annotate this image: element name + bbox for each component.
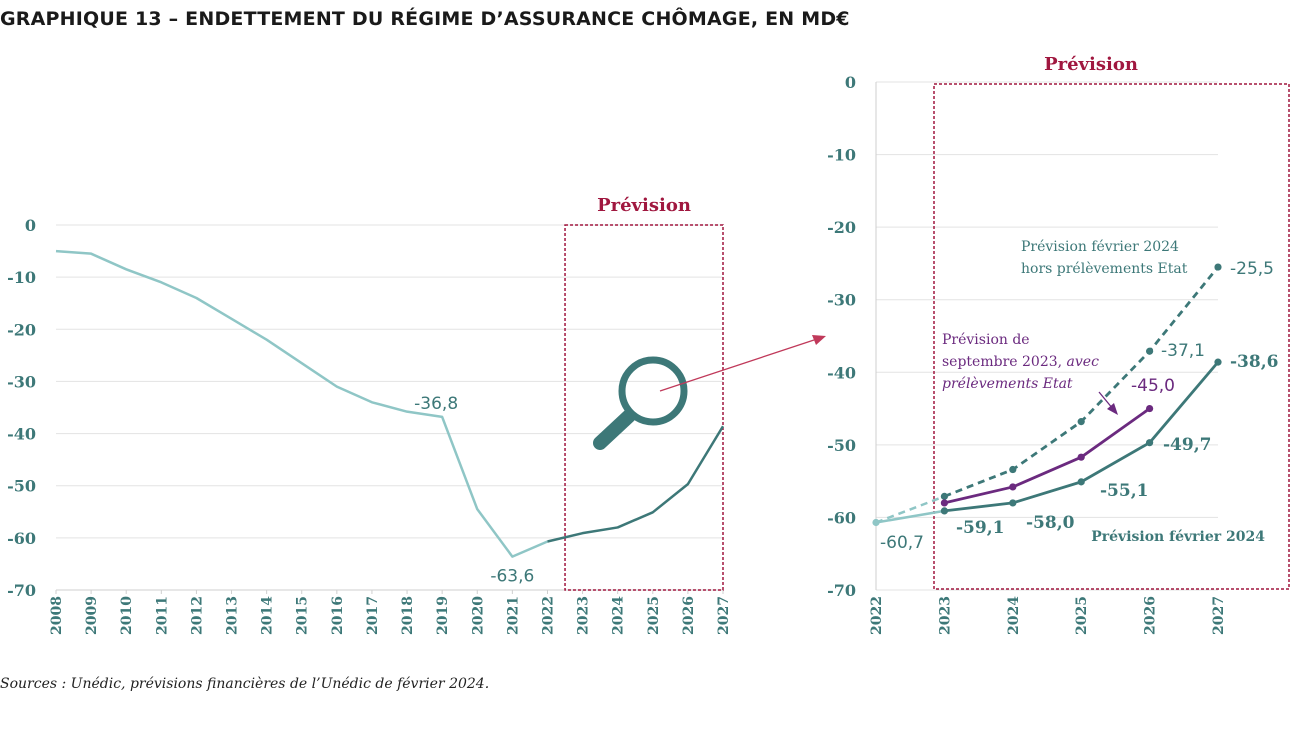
x-tick-label: 2024: [1006, 596, 1022, 635]
data-point: [1077, 478, 1085, 486]
magnifier-icon: [593, 356, 688, 450]
data-label: prélèvements Etat: [942, 376, 1073, 392]
y-tick-label: -60: [827, 508, 856, 527]
data-label: -36,8: [414, 394, 458, 414]
forecast-box: [933, 83, 1290, 590]
x-tick-label: 2019: [435, 596, 451, 635]
data-point: [1009, 465, 1017, 474]
x-tick-label: 2013: [225, 596, 241, 635]
forecast-label: Prévision: [597, 195, 691, 216]
data-point: [1214, 263, 1222, 271]
x-tick-label: 2026: [1143, 596, 1159, 635]
data-point: [940, 492, 949, 500]
x-tick-label: 2020: [470, 596, 486, 635]
data-label: Prévision février 2024: [1091, 529, 1265, 545]
x-tick-label: 2008: [49, 596, 65, 635]
y-tick-label: -70: [7, 581, 36, 600]
data-label: hors prélèvements Etat: [1021, 261, 1188, 277]
x-tick-label: 2024: [611, 596, 627, 635]
x-tick-label: 2027: [1211, 596, 1227, 635]
forecast-label: Prévision: [1044, 54, 1138, 75]
y-tick-label: -20: [7, 320, 36, 339]
data-label: -49,7: [1163, 435, 1211, 455]
y-tick-label: -40: [827, 363, 856, 382]
data-label: -63,6: [490, 567, 534, 587]
pointer-arrow-head: [1107, 403, 1118, 415]
legend-sept2023-line2: septembre 2023, avec: [942, 354, 1099, 370]
right-chart: 0 -10 -20 -30 -40 -50 -60 -70 2022 2023 2024 2025 20…: [827, 54, 1290, 635]
data-label: Prévision février 2024: [1021, 239, 1179, 255]
data-point: [1009, 499, 1017, 507]
y-tick-label: -70: [827, 581, 856, 600]
data-label: -55,1: [1100, 481, 1148, 501]
data-point: [1146, 404, 1154, 413]
x-tick-label: 2021: [505, 596, 521, 635]
y-tick-label: 0: [845, 73, 856, 92]
data-point: [940, 499, 949, 507]
x-tick-label: 2018: [400, 596, 416, 635]
x-tick-label: 2023: [576, 596, 592, 635]
historical-line: [55, 249, 548, 558]
x-tick-label: 2011: [154, 596, 170, 635]
data-point: [1214, 358, 1222, 366]
x-tick-label: 2022: [869, 596, 885, 635]
data-label: -59,1: [956, 518, 1004, 538]
zoom-connector: [659, 335, 826, 392]
data-label: -38,6: [1230, 352, 1278, 372]
y-tick-label: -10: [7, 268, 36, 287]
arrow-head: [812, 335, 826, 345]
data-label: -60,7: [880, 533, 924, 553]
data-point: [1146, 347, 1154, 355]
y-tick-label: -10: [827, 146, 856, 165]
data-label: -37,1: [1161, 341, 1205, 361]
y-tick-label: -30: [827, 291, 856, 310]
data-point: [872, 518, 880, 527]
data-label: -25,5: [1230, 259, 1274, 279]
x-tick-label: 2025: [646, 596, 662, 635]
data-label: Prévision de: [942, 332, 1030, 348]
x-tick-label: 2026: [681, 596, 697, 635]
legend-sept2023-text: septembre 2023,: [942, 354, 1067, 370]
x-tick-label: 2016: [330, 596, 346, 635]
x-tick-label: 2009: [84, 596, 100, 635]
magnifier-lens: [618, 356, 688, 426]
data-label: -45,0: [1131, 376, 1175, 396]
series-line-sept2023: [944, 407, 1151, 505]
y-tick-label: -50: [7, 477, 36, 496]
data-point: [1077, 418, 1085, 426]
arrow-right-icon: [659, 339, 815, 392]
forecast-box: [564, 224, 724, 591]
data-point: [940, 507, 949, 515]
chart-title: GRAPHIQUE 13 – ENDETTEMENT DU RÉGIME D’A…: [0, 8, 850, 30]
y-tick-label: -50: [827, 436, 856, 455]
magnifier-handle: [593, 409, 636, 450]
x-tick-label: 2023: [937, 596, 953, 635]
source-note: Sources : Unédic, prévisions financières…: [0, 676, 490, 692]
forecast-line: [547, 425, 725, 543]
x-tick-label: 2022: [540, 596, 556, 635]
y-tick-label: 0: [25, 216, 36, 235]
data-point: [1146, 439, 1154, 447]
series-segment-2022: [875, 509, 945, 524]
y-tick-label: -60: [7, 529, 36, 548]
data-point: [1009, 483, 1017, 491]
x-tick-label: 2027: [716, 596, 732, 635]
series-segment-2022: [875, 495, 945, 524]
x-tick-label: 2017: [365, 596, 381, 635]
data-point: [1077, 453, 1085, 461]
x-tick-label: 2025: [1074, 596, 1090, 635]
x-tick-label: 2014: [260, 596, 276, 635]
x-tick-label: 2015: [295, 596, 311, 635]
x-tick-label: 2012: [189, 596, 205, 635]
legend-sept2023-italic: avec: [1067, 354, 1100, 370]
y-tick-label: -40: [7, 425, 36, 444]
y-tick-label: -30: [7, 372, 36, 391]
left-chart: 0 -10 -20 -30 -40 -50 -60 -70 2008 2009 2010 2011 20…: [7, 195, 732, 635]
y-tick-label: -20: [827, 218, 856, 237]
x-tick-label: 2010: [119, 596, 135, 635]
data-label: -58,0: [1026, 513, 1075, 533]
